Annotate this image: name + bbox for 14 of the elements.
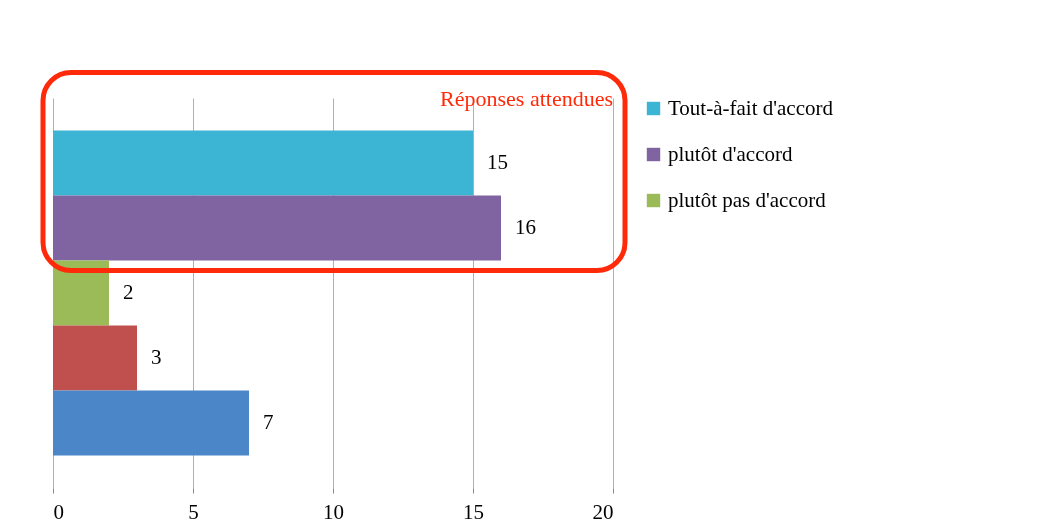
data-label: 3: [151, 345, 162, 369]
data-label: 2: [123, 280, 134, 304]
x-tick-label: 10: [323, 499, 344, 524]
x-tick-label: 5: [188, 499, 199, 524]
legend-label: plutôt d'accord: [668, 141, 793, 166]
legend-label: plutôt pas d'accord: [668, 187, 827, 212]
annotation: Réponses attendues: [440, 85, 613, 111]
data-label: 15: [487, 150, 508, 174]
legend-label: Tout-à-fait d'accord: [668, 95, 834, 120]
data-label: 7: [263, 410, 274, 434]
x-tick-label: 0: [53, 499, 64, 524]
x-tick-label: 20: [592, 499, 614, 524]
x-tick-label: 15: [463, 499, 484, 524]
data-label: 16: [515, 215, 536, 239]
